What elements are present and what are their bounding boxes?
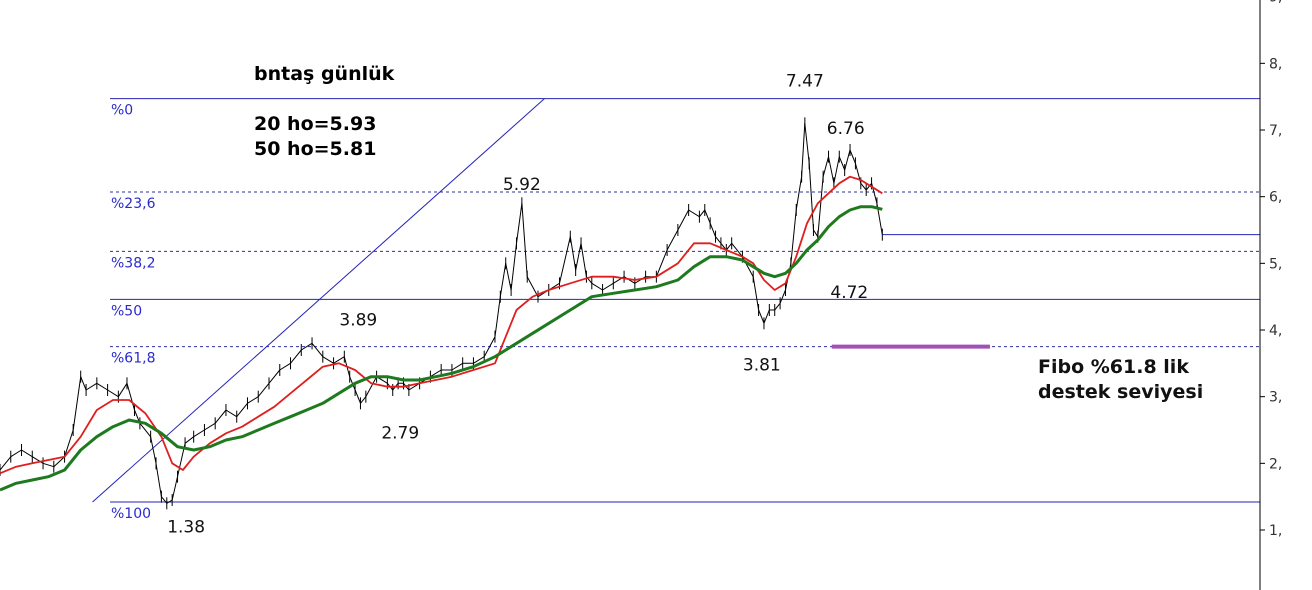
fibonacci-layer: %0 %23,6 %38,2 %50 %61,8 %100 bbox=[110, 98, 1260, 522]
ma20-label: 20 ho=5.93 bbox=[254, 113, 376, 135]
fibo-label-4: %61,8 bbox=[111, 351, 155, 367]
y-tick-label: 5, bbox=[1269, 256, 1282, 272]
y-axis: 1, 2, 3, 4, 5, 6, 7, 8, 9, bbox=[1259, 0, 1282, 590]
ma50-label: 50 ho=5.81 bbox=[254, 138, 376, 160]
support-note-line-1: Fibo %61.8 lik bbox=[1038, 356, 1189, 378]
price-label: 1.38 bbox=[167, 518, 205, 538]
price-label: 5.92 bbox=[503, 175, 541, 195]
price-label: 2.79 bbox=[381, 424, 419, 444]
price-label: 7.47 bbox=[786, 72, 824, 92]
price-label: 3.89 bbox=[339, 310, 377, 330]
annotation-layer: bntaş günlük 20 ho=5.93 50 ho=5.81 Fibo … bbox=[254, 63, 1203, 403]
series-layer bbox=[0, 117, 1260, 510]
price-label: 3.81 bbox=[743, 356, 781, 376]
y-tick-label: 8, bbox=[1269, 56, 1282, 72]
chart-title: bntaş günlük bbox=[254, 63, 395, 85]
trendline-layer bbox=[92, 98, 990, 503]
y-tick-label: 2, bbox=[1269, 456, 1282, 472]
y-tick-label: 7, bbox=[1269, 123, 1282, 139]
y-tick-label: 3, bbox=[1269, 390, 1282, 406]
fibo-label-3: %50 bbox=[111, 303, 142, 319]
y-tick-label: 1, bbox=[1269, 523, 1282, 539]
fibo-label-2: %38,2 bbox=[111, 255, 155, 271]
fibo-label-5: %100 bbox=[111, 506, 151, 522]
fibo-label-1: %23,6 bbox=[111, 196, 156, 212]
support-note-line-2: destek seviyesi bbox=[1038, 381, 1203, 403]
price-label: 4.72 bbox=[830, 283, 868, 303]
series-line-20-ho bbox=[0, 175, 883, 475]
y-tick-label: 6, bbox=[1269, 190, 1282, 206]
fibo-label-0: %0 bbox=[111, 103, 133, 119]
y-tick-label: 9, bbox=[1269, 0, 1282, 6]
y-tick-label: 4, bbox=[1269, 323, 1282, 339]
series-line-50-ho bbox=[0, 205, 883, 492]
price-labels-layer: 1.38 3.89 2.79 5.92 3.81 7.47 6.76 4.72 bbox=[167, 72, 868, 538]
price-label: 6.76 bbox=[827, 119, 865, 139]
trendline bbox=[92, 98, 545, 503]
